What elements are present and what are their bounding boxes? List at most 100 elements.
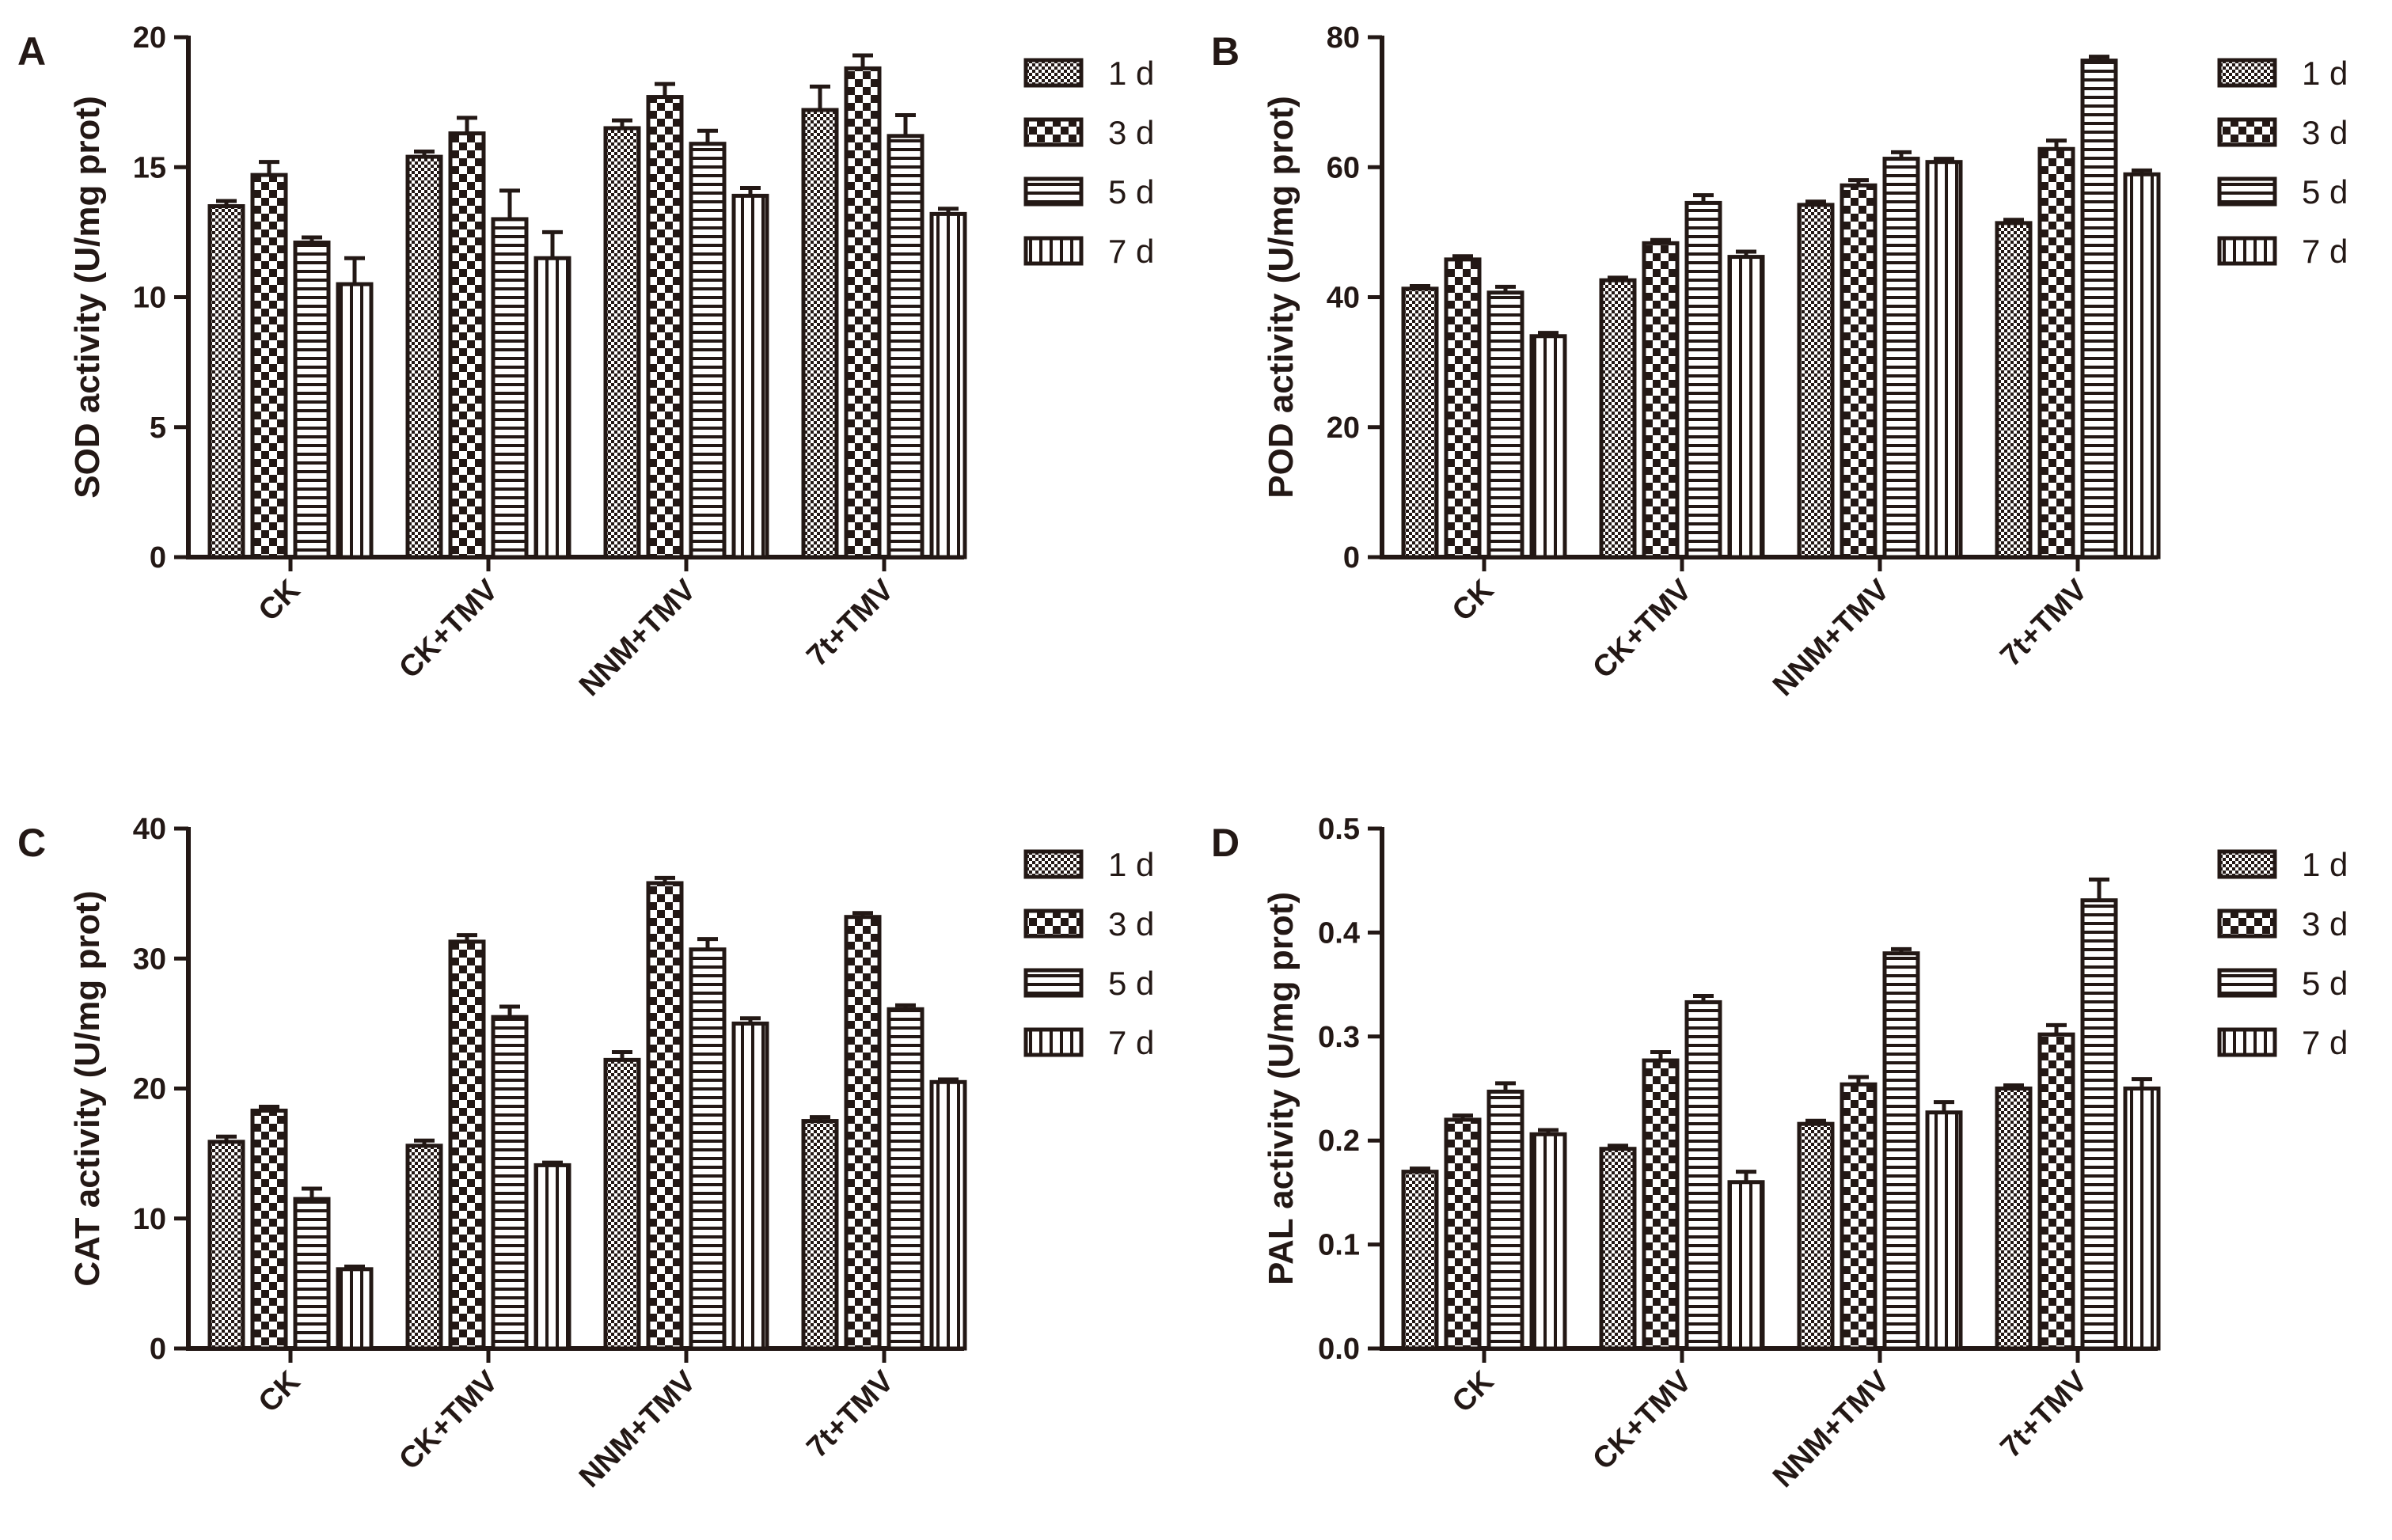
panel-c: C CAT activity (U/mg prot) 0 10 20 30 40 CK CK+T… bbox=[17, 813, 1154, 1494]
y-axis-label: CAT activity (U/mg prot) bbox=[68, 890, 107, 1286]
y-tick-label: 0.1 bbox=[1318, 1229, 1360, 1262]
legend-label: 5 d bbox=[1108, 173, 1154, 211]
bar-nnm-tmv-1d bbox=[603, 126, 641, 559]
legend-label: 7 d bbox=[2302, 1024, 2348, 1061]
y-tick-label: 60 bbox=[1327, 151, 1360, 184]
panel-b: B POD activity (U/mg prot) 0 20 40 60 80 CK CK+T… bbox=[1211, 21, 2348, 703]
legend-label: 1 d bbox=[1108, 846, 1154, 883]
y-tick-label: 10 bbox=[133, 282, 166, 315]
panel-letter: A bbox=[17, 29, 46, 74]
bar-ck-tmv-1d bbox=[1599, 278, 1637, 559]
legend-label: 1 d bbox=[2302, 55, 2348, 92]
legend-swatch bbox=[1023, 176, 1084, 207]
y-axis-label: SOD activity (U/mg prot) bbox=[68, 96, 107, 499]
legend-swatch bbox=[2217, 1027, 2277, 1057]
panel-letter: B bbox=[1211, 29, 1240, 74]
bar-ck-tmv-1d bbox=[405, 154, 443, 559]
bar-ck-7d bbox=[336, 282, 374, 559]
bar-ck-tmv-7d bbox=[533, 256, 571, 559]
bar-7t-tmv-1d bbox=[1995, 221, 2033, 559]
panel-d: D PAL activity (U/mg prot) 0.0 0.1 0.2 0.3 0.4… bbox=[1211, 813, 2348, 1494]
y-axis-label: POD activity (U/mg prot) bbox=[1262, 96, 1300, 499]
bar-nnm-tmv-7d bbox=[731, 193, 769, 559]
bar-ck-3d bbox=[1444, 257, 1482, 559]
bar-nnm-tmv-7d bbox=[1925, 160, 1963, 559]
bar-7t-tmv-1d bbox=[1995, 1087, 2033, 1351]
legend-label: 5 d bbox=[2302, 965, 2348, 1002]
y-tick-label: 15 bbox=[133, 151, 166, 184]
bar-7t-tmv-7d bbox=[929, 1079, 967, 1351]
bar-ck-1d bbox=[207, 204, 245, 559]
bar-7t-tmv-3d bbox=[844, 66, 882, 559]
bar-7t-tmv-7d bbox=[2123, 1087, 2161, 1351]
y-tick-label: 30 bbox=[133, 943, 166, 976]
x-category-label: NNM+TMV bbox=[573, 573, 703, 703]
bar-7t-tmv-5d bbox=[2080, 59, 2118, 559]
legend-label: 1 d bbox=[1108, 55, 1154, 92]
x-category-label: CK+TMV bbox=[393, 573, 504, 685]
x-category-label: CK+TMV bbox=[393, 1364, 504, 1476]
bar-7t-tmv-3d bbox=[2037, 146, 2075, 559]
legend-swatch bbox=[2217, 236, 2277, 266]
bar-nnm-tmv-1d bbox=[603, 1057, 641, 1351]
bar-ck-7d bbox=[1529, 334, 1567, 559]
bar-ck-3d bbox=[250, 173, 288, 559]
bar-nnm-tmv-7d bbox=[1925, 1110, 1963, 1351]
bar-7t-tmv-7d bbox=[2123, 172, 2161, 559]
bar-ck-tmv-7d bbox=[1727, 1180, 1765, 1351]
bar-ck-3d bbox=[250, 1108, 288, 1351]
y-tick-label: 20 bbox=[133, 1073, 166, 1106]
bar-7t-tmv-1d bbox=[801, 108, 839, 559]
legend-swatch bbox=[2217, 117, 2277, 147]
panel-letter: D bbox=[1211, 821, 1240, 865]
bar-7t-tmv-3d bbox=[2037, 1032, 2075, 1351]
bar-ck-3d bbox=[1444, 1117, 1482, 1351]
x-category-label: CK+TMV bbox=[1586, 573, 1698, 685]
x-category-label: NNM+TMV bbox=[1767, 1364, 1897, 1494]
legend-swatch bbox=[1023, 236, 1084, 266]
legend-swatch bbox=[1023, 849, 1084, 879]
bar-nnm-tmv-5d bbox=[1882, 951, 1920, 1351]
x-category-label: NNM+TMV bbox=[1767, 573, 1897, 703]
bar-ck-5d bbox=[1486, 290, 1524, 559]
x-category-label: CK bbox=[252, 1364, 307, 1419]
legend-swatch bbox=[1023, 1027, 1084, 1057]
bar-nnm-tmv-3d bbox=[1840, 183, 1878, 559]
x-category-label: 7t+TMV bbox=[1994, 1364, 2094, 1464]
legend-swatch bbox=[1023, 908, 1084, 939]
panel-a: A SOD activity (U/mg prot) 0 5 10 15 20 CK CK+TM… bbox=[17, 21, 1154, 703]
bar-ck-7d bbox=[1529, 1132, 1567, 1351]
bar-ck-tmv-1d bbox=[405, 1144, 443, 1351]
bar-ck-tmv-7d bbox=[533, 1163, 571, 1351]
legend-swatch bbox=[1023, 117, 1084, 147]
y-tick-label: 0.5 bbox=[1318, 813, 1360, 846]
y-tick-label: 20 bbox=[1327, 412, 1360, 445]
legend-label: 5 d bbox=[2302, 173, 2348, 211]
bar-ck-tmv-5d bbox=[491, 1015, 529, 1351]
bar-ck-tmv-3d bbox=[1642, 1058, 1680, 1351]
bar-ck-tmv-3d bbox=[1642, 241, 1680, 559]
bar-7t-tmv-5d bbox=[2080, 898, 2118, 1351]
x-category-label: 7t+TMV bbox=[1994, 573, 2094, 673]
bar-nnm-tmv-7d bbox=[731, 1021, 769, 1351]
y-tick-label: 0.2 bbox=[1318, 1125, 1360, 1158]
bar-ck-1d bbox=[1401, 286, 1439, 559]
bar-ck-tmv-1d bbox=[1599, 1147, 1637, 1351]
y-tick-label: 40 bbox=[133, 813, 166, 846]
bar-ck-tmv-7d bbox=[1727, 255, 1765, 559]
x-category-label: CK bbox=[252, 573, 307, 628]
legend-swatch bbox=[2217, 908, 2277, 939]
legend-swatch bbox=[2217, 58, 2277, 88]
y-tick-label: 0.3 bbox=[1318, 1021, 1360, 1054]
x-category-label: CK bbox=[1446, 1364, 1501, 1419]
bar-ck-tmv-5d bbox=[1684, 200, 1722, 559]
bar-nnm-tmv-3d bbox=[1840, 1082, 1878, 1351]
bar-nnm-tmv-5d bbox=[1882, 157, 1920, 559]
bar-nnm-tmv-5d bbox=[689, 142, 727, 559]
legend-swatch bbox=[2217, 849, 2277, 879]
bar-ck-1d bbox=[207, 1140, 245, 1351]
x-category-label: CK+TMV bbox=[1586, 1364, 1698, 1476]
y-tick-label: 80 bbox=[1327, 21, 1360, 55]
bar-ck-5d bbox=[1486, 1089, 1524, 1351]
legend-label: 7 d bbox=[1108, 233, 1154, 270]
